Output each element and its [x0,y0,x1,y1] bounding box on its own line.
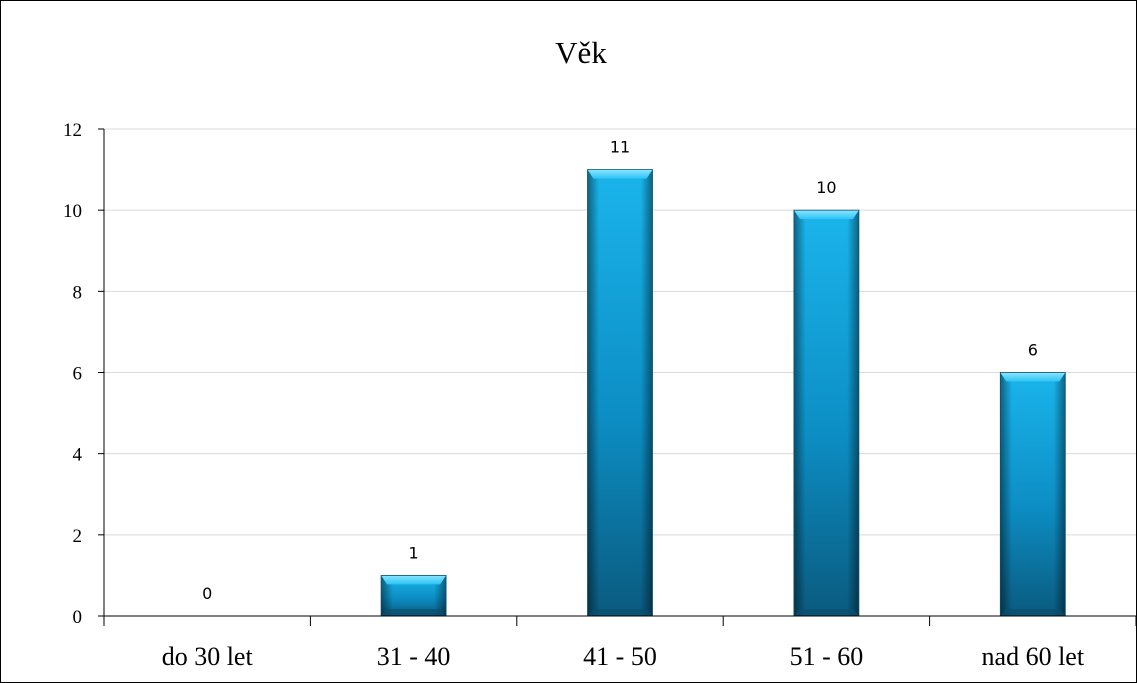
bar-shade [1000,372,1066,616]
bar-base [1000,609,1066,616]
bar-base [587,609,653,616]
x-tick-label: 51 - 60 [790,642,864,671]
y-tick-label: 12 [63,120,82,141]
bars [380,169,1066,617]
y-tick-label: 2 [73,526,83,547]
y-tick-label: 6 [73,364,83,385]
bar [380,575,447,617]
bar [999,372,1066,617]
bar-shade [793,210,859,616]
y-tick-label: 10 [63,201,82,222]
y-tick-label: 8 [73,282,83,303]
bar [793,209,860,617]
bar-cap [587,169,653,179]
x-tick-label: do 30 let [162,642,254,671]
data-label: 0 [202,584,212,603]
bar-shade [587,169,653,617]
x-tick-label: 41 - 50 [583,642,657,671]
data-label: 10 [816,178,836,197]
data-label: 11 [610,138,630,157]
x-tick-label: nad 60 let [982,642,1085,671]
bar [587,169,653,617]
labels: 0 2 4 6 8 10 12 0 do 30 let 1 31 - 40 11 41 - 50 10 51… [63,120,1085,671]
data-label: 1 [409,543,419,562]
bar-base [381,609,447,616]
y-tick-label: 0 [73,607,83,628]
bar-cap [381,575,447,585]
x-tick-label: 31 - 40 [377,642,451,671]
axes [98,128,1136,626]
y-tick-label: 4 [73,445,83,466]
data-label: 6 [1028,341,1038,360]
chart-title: Věk [555,35,607,70]
bar-base [793,609,859,616]
bar-cap [793,210,859,220]
bar-cap [1000,372,1066,382]
